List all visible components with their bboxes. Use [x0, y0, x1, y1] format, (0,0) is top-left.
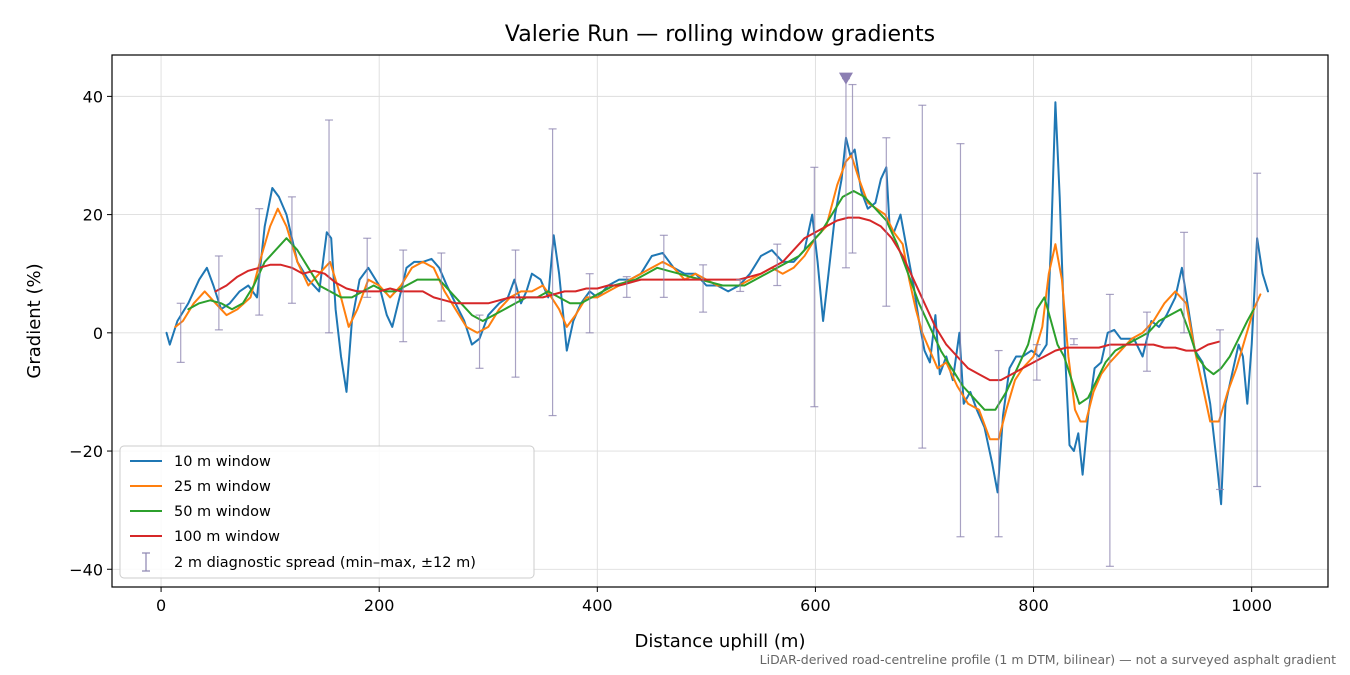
- legend-label-10m: 10 m window: [174, 454, 271, 470]
- y-tick-label: −40: [69, 560, 103, 579]
- errorbar: [882, 137, 891, 307]
- x-tick-label: 0: [156, 596, 166, 615]
- series-line-1: [174, 154, 1262, 441]
- errorbar: [475, 314, 484, 369]
- errorbar: [176, 302, 185, 363]
- errorbar: [255, 208, 264, 316]
- errorbar: [548, 128, 557, 417]
- legend-label-100m: 100 m window: [174, 529, 280, 545]
- x-tick-label: 400: [582, 596, 613, 615]
- y-tick-label: 0: [93, 324, 103, 343]
- errorbar: [585, 273, 594, 334]
- legend-swatch-errorbar: [142, 552, 150, 572]
- series-layer: [165, 101, 1269, 506]
- errorbar: [848, 83, 857, 254]
- errorbar: [1253, 172, 1262, 488]
- series-line-3: [214, 216, 1220, 382]
- errorbar: [511, 249, 520, 378]
- y-tick-label: 20: [83, 206, 103, 225]
- errorbar: [214, 255, 223, 331]
- peak-marker: [838, 72, 853, 85]
- errorbar: [325, 119, 334, 334]
- x-tick-label: 1000: [1231, 596, 1272, 615]
- tick-layer: 0 200 400 600 800 1000 −40 −20 0 20 40: [69, 87, 1272, 615]
- errorbar: [1180, 231, 1189, 334]
- series-line-0: [165, 101, 1269, 506]
- errorbar: [622, 276, 631, 298]
- legend-label-errorbar: 2 m diagnostic spread (min–max, ±12 m): [174, 555, 476, 571]
- marker-layer: [838, 72, 853, 85]
- chart-title: Valerie Run — rolling window gradients: [505, 22, 935, 47]
- errorbar: [956, 143, 965, 538]
- errorbar: [994, 349, 1003, 538]
- errorbar: [437, 252, 446, 322]
- x-axis-label: Distance uphill (m): [635, 631, 806, 652]
- series-line-2: [187, 190, 1255, 411]
- errorbar: [399, 249, 408, 343]
- errorbar: [1142, 311, 1151, 372]
- errorbar: [659, 234, 668, 298]
- errorbar: [699, 264, 708, 313]
- errorbar: [1032, 344, 1041, 381]
- footnote: LiDAR-derived road-centreline profile (1…: [760, 652, 1336, 667]
- legend: 10 m window 25 m window 50 m window 100 …: [119, 445, 535, 579]
- errorbar: [1069, 338, 1078, 346]
- errorbar: [287, 196, 296, 304]
- errorbar-layer: [176, 78, 1262, 567]
- legend-label-50m: 50 m window: [174, 504, 271, 520]
- errorbar: [810, 166, 819, 408]
- errorbar: [1216, 329, 1225, 491]
- y-tick-label: −20: [69, 442, 103, 461]
- x-tick-label: 200: [364, 596, 395, 615]
- y-tick-label: 40: [83, 87, 103, 106]
- errorbar: [773, 243, 782, 287]
- errorbar: [736, 279, 745, 293]
- errorbar: [918, 104, 927, 449]
- plot-frame: [111, 54, 1329, 588]
- errorbar: [1105, 293, 1114, 567]
- legend-box: [119, 445, 535, 579]
- legend-label-25m: 25 m window: [174, 479, 271, 495]
- y-axis-label: Gradient (%): [24, 263, 45, 378]
- errorbar: [363, 237, 372, 298]
- x-tick-label: 600: [800, 596, 831, 615]
- x-tick-label: 800: [1018, 596, 1049, 615]
